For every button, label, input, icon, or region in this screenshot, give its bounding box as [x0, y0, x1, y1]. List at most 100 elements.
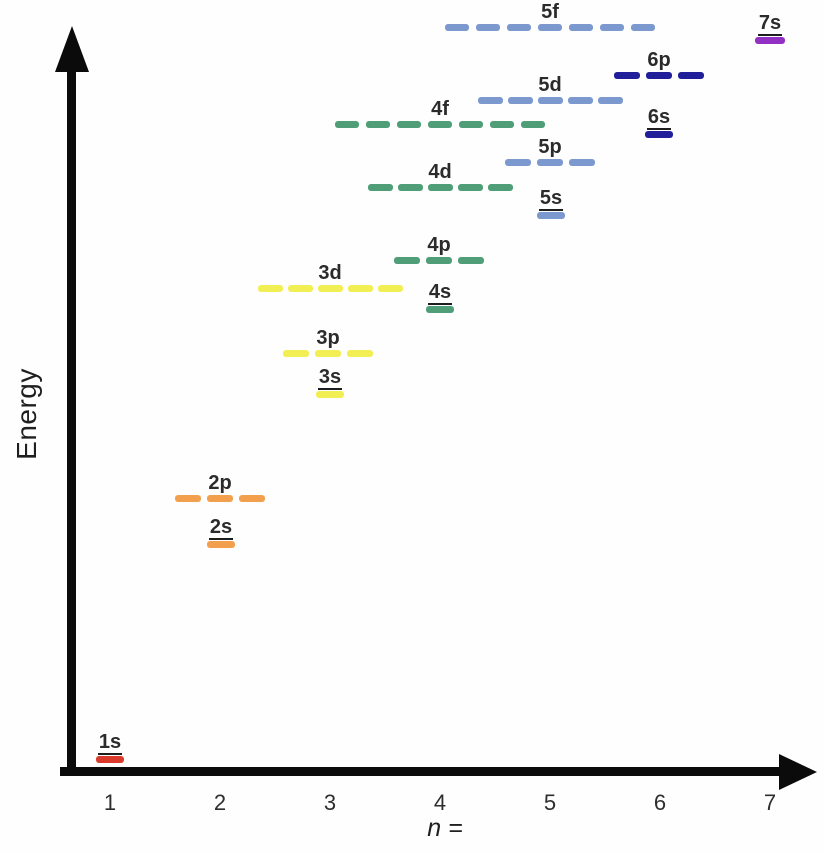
- dash-segment: [645, 131, 673, 138]
- orbital-line-6s: [645, 131, 673, 138]
- dash-segment: [505, 159, 531, 166]
- orbital-line-4f: [335, 121, 545, 128]
- dash-segment: [459, 121, 483, 128]
- dash-segment: [287, 285, 313, 292]
- dash-segment: [257, 285, 283, 292]
- dash-segment: [487, 184, 513, 191]
- y-axis-line: [67, 60, 76, 776]
- dash-segment: [538, 24, 562, 31]
- dash-segment: [507, 24, 531, 31]
- dash-segment: [366, 121, 390, 128]
- dash-segment: [377, 285, 403, 292]
- dash-segment: [397, 184, 423, 191]
- orbital-label-3d: 3d: [318, 262, 342, 284]
- orbital-line-2p: [175, 495, 265, 502]
- dash-segment: [317, 285, 343, 292]
- orbital-line-5p: [505, 159, 595, 166]
- orbital-level-6s: 6s: [645, 107, 673, 138]
- x-tick-2: 2: [213, 790, 227, 815]
- orbital-label-3s: 3s: [317, 366, 343, 390]
- orbital-level-3s: 3s: [316, 367, 344, 398]
- orbital-label-6s: 6s: [646, 106, 672, 130]
- dash-segment: [569, 159, 595, 166]
- orbital-level-3d: 3d: [257, 262, 403, 292]
- orbital-label-5d: 5d: [538, 74, 562, 96]
- dash-segment: [457, 184, 483, 191]
- orbital-line-5f: [445, 24, 655, 31]
- dash-segment: [477, 97, 503, 104]
- orbital-line-4s: [426, 306, 454, 313]
- dash-segment: [537, 212, 565, 219]
- dash-segment: [207, 495, 233, 502]
- orbital-line-2s: [207, 541, 235, 548]
- dash-segment: [521, 121, 545, 128]
- dash-segment: [631, 24, 655, 31]
- orbital-label-3p: 3p: [316, 327, 340, 349]
- orbital-label-5s: 5s: [538, 187, 564, 211]
- dash-segment: [428, 121, 452, 128]
- dash-segment: [569, 24, 593, 31]
- dash-segment: [507, 97, 533, 104]
- dash-segment: [316, 391, 344, 398]
- orbital-level-4f: 4f: [335, 99, 545, 128]
- orbital-level-3p: 3p: [283, 328, 373, 357]
- dash-segment: [394, 257, 420, 264]
- x-tick-6: 6: [653, 790, 667, 815]
- orbital-level-5f: 5f: [445, 2, 655, 31]
- orbital-level-4p: 4p: [394, 235, 484, 264]
- orbital-level-7s: 7s: [755, 13, 785, 44]
- dash-segment: [347, 350, 373, 357]
- dash-segment: [347, 285, 373, 292]
- x-tick-7: 7: [763, 790, 777, 815]
- orbital-level-4s: 4s: [426, 282, 454, 313]
- orbital-label-4d: 4d: [428, 161, 452, 183]
- dash-segment: [283, 350, 309, 357]
- x-tick-5: 5: [543, 790, 557, 815]
- orbital-label-2p: 2p: [208, 472, 232, 494]
- orbital-level-6p: 6p: [614, 50, 704, 79]
- x-tick-3: 3: [323, 790, 337, 815]
- orbital-line-4d: [367, 184, 513, 191]
- dash-segment: [537, 97, 563, 104]
- dash-segment: [335, 121, 359, 128]
- dash-segment: [755, 37, 785, 44]
- dash-segment: [597, 97, 623, 104]
- dash-segment: [315, 350, 341, 357]
- dash-segment: [445, 24, 469, 31]
- dash-segment: [614, 72, 640, 79]
- orbital-level-1s: 1s: [96, 732, 124, 763]
- x-axis-label: n =: [427, 814, 463, 842]
- dash-segment: [367, 184, 393, 191]
- orbital-level-4d: 4d: [367, 161, 513, 191]
- orbital-label-2s: 2s: [208, 516, 234, 540]
- dash-segment: [476, 24, 500, 31]
- orbital-line-5s: [537, 212, 565, 219]
- dash-segment: [678, 72, 704, 79]
- orbital-label-4f: 4f: [431, 98, 449, 120]
- y-axis-label: Energy: [11, 368, 42, 460]
- dash-segment: [490, 121, 514, 128]
- orbital-line-3p: [283, 350, 373, 357]
- orbital-level-5d: 5d: [477, 74, 623, 104]
- orbital-line-6p: [614, 72, 704, 79]
- orbital-level-2s: 2s: [207, 517, 235, 548]
- orbital-line-3d: [257, 285, 403, 292]
- dash-segment: [600, 24, 624, 31]
- x-tick-4: 4: [433, 790, 447, 815]
- orbital-label-5f: 5f: [541, 1, 559, 23]
- orbital-label-1s: 1s: [97, 731, 123, 755]
- y-axis-arrowhead-icon: [55, 26, 89, 72]
- orbital-label-4p: 4p: [427, 234, 451, 256]
- dash-segment: [96, 756, 124, 763]
- dash-segment: [207, 541, 235, 548]
- dash-segment: [458, 257, 484, 264]
- orbital-label-6p: 6p: [647, 49, 671, 71]
- orbital-label-7s: 7s: [757, 12, 783, 36]
- dash-segment: [175, 495, 201, 502]
- dash-segment: [397, 121, 421, 128]
- dash-segment: [646, 72, 672, 79]
- dash-segment: [567, 97, 593, 104]
- x-axis-line: [60, 767, 782, 776]
- dash-segment: [427, 184, 453, 191]
